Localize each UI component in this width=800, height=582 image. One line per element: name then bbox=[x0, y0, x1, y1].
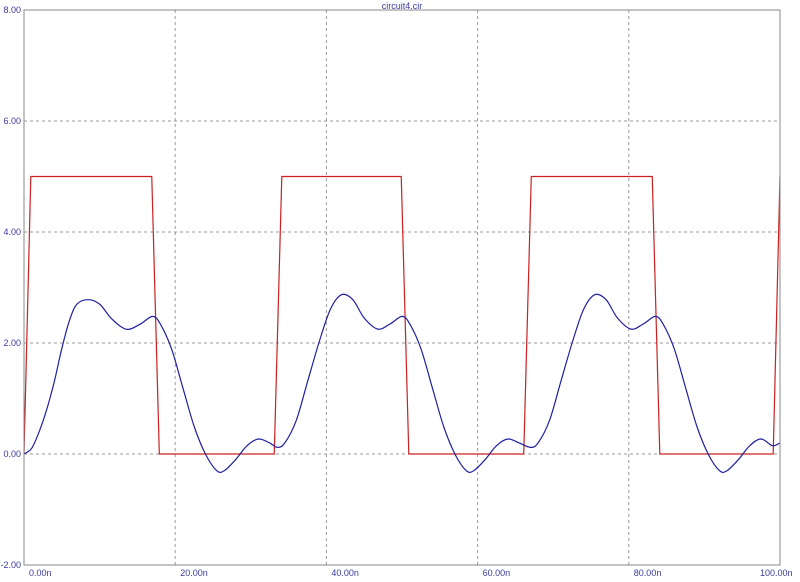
x-tick-label: 0.00n bbox=[29, 568, 52, 578]
x-tick-label: 20.00n bbox=[180, 568, 208, 578]
series-group bbox=[23, 175, 781, 473]
x-tick-label: 80.00n bbox=[634, 568, 662, 578]
series-line-0 bbox=[23, 175, 781, 455]
tick-labels: 0.00n 20.00n 40.00n 60.00n 80.00n 100.00n 8.00… bbox=[0, 5, 792, 578]
y-tick-label: -2.00 bbox=[0, 560, 21, 570]
x-tick-label: 100.00n bbox=[760, 568, 793, 578]
plot-frame bbox=[23, 9, 781, 566]
y-tick-label: 2.00 bbox=[3, 338, 21, 348]
grid bbox=[24, 10, 780, 565]
x-tick-label: 60.00n bbox=[483, 568, 511, 578]
y-tick-label: 6.00 bbox=[3, 116, 21, 126]
chart-title: circuit4.cir bbox=[382, 1, 423, 11]
y-tick-label: 0.00 bbox=[3, 449, 21, 459]
y-tick-label: 4.00 bbox=[3, 227, 21, 237]
y-tick-label: 8.00 bbox=[3, 5, 21, 15]
x-tick-label: 40.00n bbox=[331, 568, 359, 578]
series-line-1 bbox=[23, 293, 781, 473]
